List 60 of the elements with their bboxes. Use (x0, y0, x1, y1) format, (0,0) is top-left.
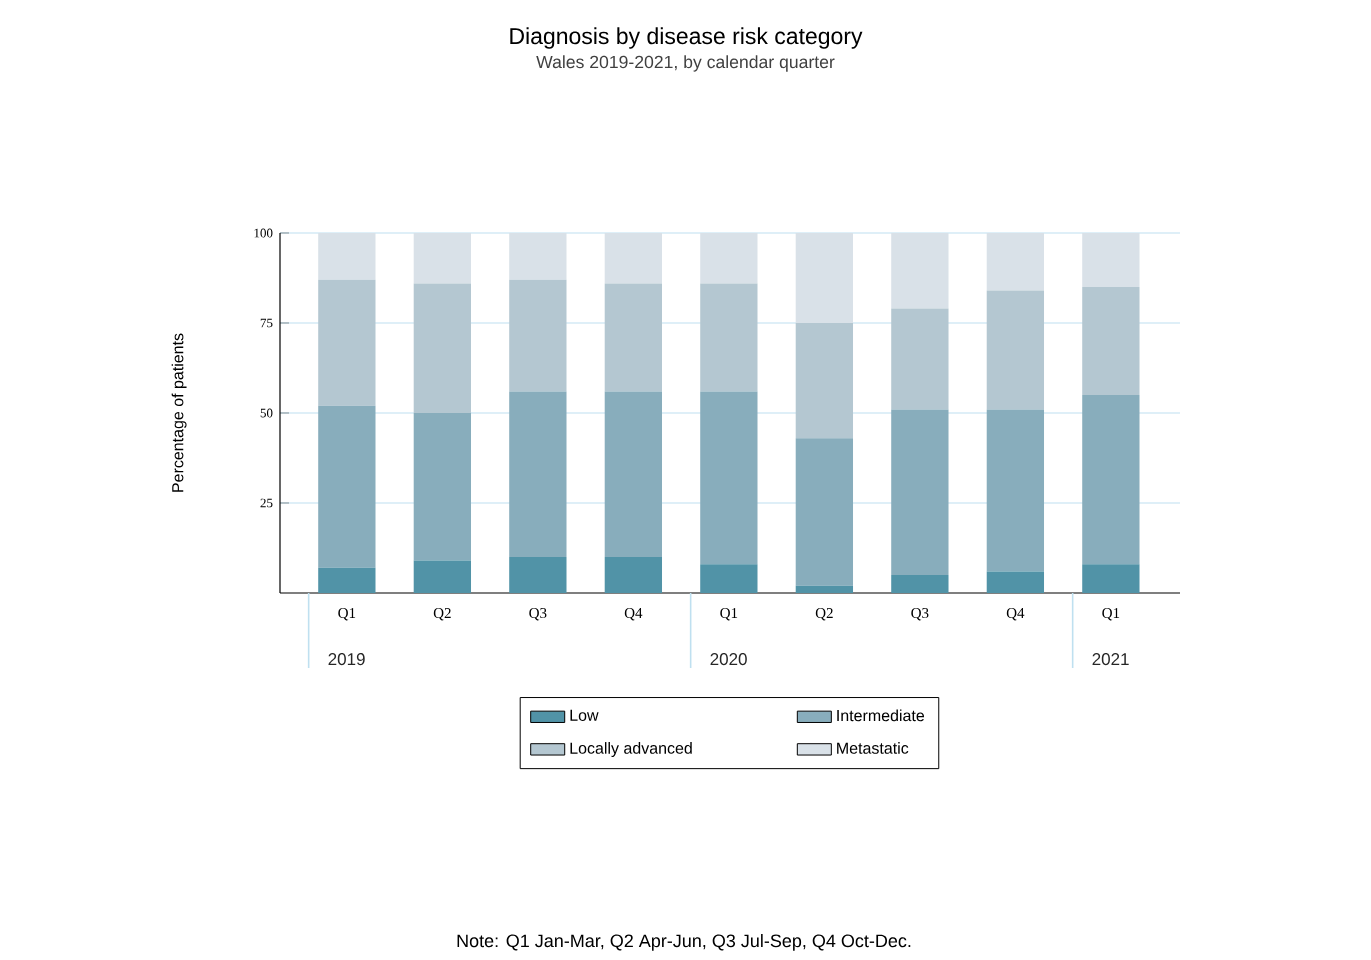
x-tick-label: Q2 (433, 608, 451, 621)
bar (318, 567, 376, 593)
bar (795, 232, 854, 323)
bar (413, 560, 472, 593)
bar (795, 322, 854, 439)
bar (318, 279, 376, 406)
x-tick-label: Q3 (911, 608, 929, 621)
bar (986, 409, 1045, 572)
y-tick-label: 75 (260, 318, 273, 328)
bar (1082, 286, 1140, 395)
y-tick-label: 25 (260, 498, 273, 508)
y-tick-label: 50 (260, 408, 273, 418)
x-tick-label: Q3 (529, 608, 547, 621)
bar (986, 290, 1045, 410)
bar (891, 409, 949, 575)
legend-label: Locally advanced (570, 742, 692, 757)
bar (891, 232, 949, 309)
x-tick-label: Q1 (1102, 608, 1120, 621)
bar (604, 391, 663, 557)
bar (509, 232, 567, 280)
bar (986, 571, 1045, 593)
bar (604, 232, 663, 284)
x-tick-label: Q4 (1006, 608, 1025, 621)
bar (1082, 394, 1140, 565)
bar (986, 232, 1045, 291)
bar (700, 564, 758, 593)
chart-subtitle: Wales 2019-2021, by calendar quarter (536, 55, 835, 72)
bar (604, 556, 663, 593)
legend-label: Intermediate (837, 709, 925, 722)
x-tick-label: Q1 (720, 608, 738, 621)
bar (1082, 564, 1140, 593)
bar (795, 585, 854, 593)
bar (604, 283, 663, 392)
bar (509, 391, 567, 557)
bar (509, 279, 567, 392)
bar (318, 232, 376, 280)
x-tick-label: Q4 (624, 608, 643, 621)
bar (795, 438, 854, 586)
bar (413, 412, 472, 561)
x-tick-label: Q1 (338, 608, 356, 621)
bar (509, 556, 567, 593)
text: 2020 (710, 653, 747, 666)
bar (413, 283, 472, 413)
bar (891, 574, 949, 593)
bar (700, 391, 758, 565)
bar (700, 283, 758, 392)
bar (318, 405, 376, 568)
x-tick-label: Q2 (815, 608, 833, 621)
y-axis-title: Percentage of patients (171, 333, 187, 492)
bar (891, 308, 949, 410)
bar (700, 232, 758, 284)
text: 2021 (1092, 653, 1129, 666)
text: 2019 (328, 653, 365, 666)
chart-title: Diagnosis by disease risk category (510, 27, 863, 49)
text: Note: Q1 Jan-Mar, Q2 Apr-Jun, Q3 Jul-Sep, Q4 Oct-Dec. (457, 933, 911, 951)
bar (1082, 232, 1140, 287)
bar (413, 232, 472, 284)
y-tick-label: 100 (254, 228, 273, 238)
legend-label: Low (570, 709, 599, 721)
legend-label: Metastatic (837, 742, 909, 754)
